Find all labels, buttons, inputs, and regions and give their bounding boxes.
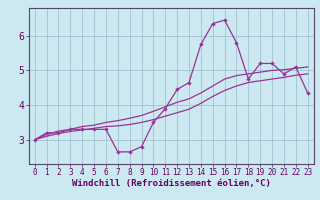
X-axis label: Windchill (Refroidissement éolien,°C): Windchill (Refroidissement éolien,°C) <box>72 179 271 188</box>
